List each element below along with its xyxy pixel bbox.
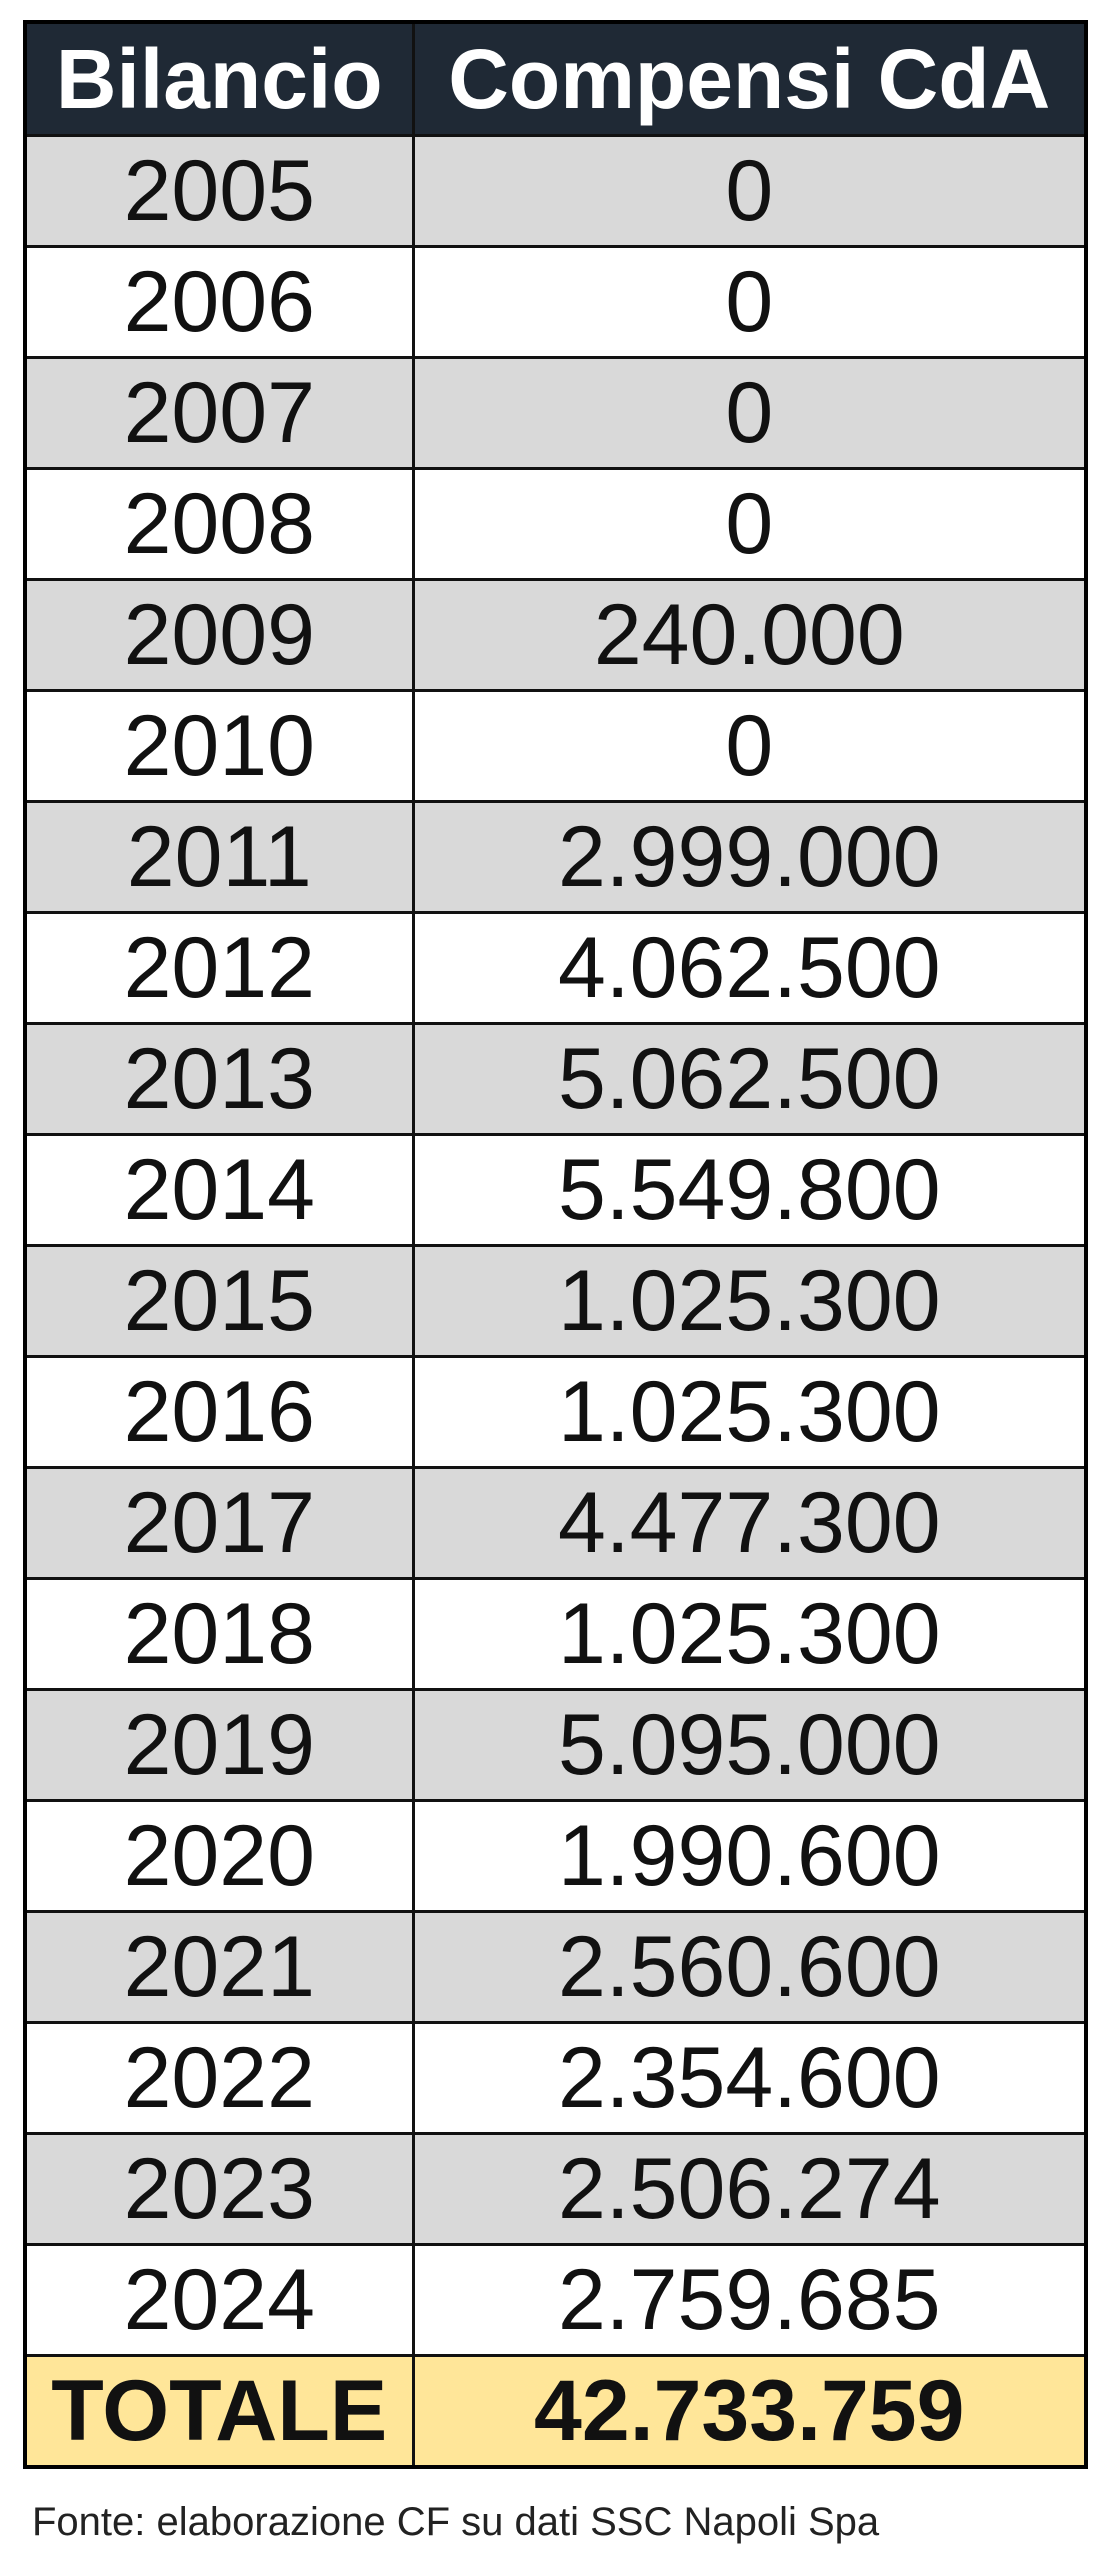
year-cell: 2022	[23, 2021, 415, 2135]
year-cell: 2019	[23, 1688, 415, 1802]
table-body: 2005 0 2006 0 2007 0 2008 0 2009 240.000 2010 0 2011…	[23, 134, 1088, 2357]
header-row: Bilancio Compensi CdA	[23, 20, 1088, 137]
year-cell: 2005	[23, 134, 415, 248]
table-row: 2024 2.759.685	[23, 2243, 1088, 2357]
table-row: 2016 1.025.300	[23, 1355, 1088, 1469]
total-label: TOTALE	[23, 2354, 415, 2469]
amount-cell: 0	[411, 134, 1088, 248]
amount-cell: 0	[411, 356, 1088, 470]
year-cell: 2009	[23, 578, 415, 692]
amount-cell: 2.759.685	[411, 2243, 1088, 2357]
year-cell: 2013	[23, 1022, 415, 1136]
table-row: 2005 0	[23, 134, 1088, 248]
year-cell: 2021	[23, 1910, 415, 2024]
table-row: 2020 1.990.600	[23, 1799, 1088, 1913]
table-row: 2006 0	[23, 245, 1088, 359]
source-note: Fonte: elaborazione CF su dati SSC Napol…	[32, 2500, 880, 2544]
amount-cell: 240.000	[411, 578, 1088, 692]
amount-cell: 0	[411, 689, 1088, 803]
amount-cell: 2.354.600	[411, 2021, 1088, 2135]
total-row: TOTALE 42.733.759	[23, 2354, 1088, 2469]
amount-cell: 1.025.300	[411, 1577, 1088, 1691]
amount-cell: 0	[411, 467, 1088, 581]
year-cell: 2007	[23, 356, 415, 470]
amount-cell: 1.025.300	[411, 1244, 1088, 1358]
amount-cell: 1.990.600	[411, 1799, 1088, 1913]
table-row: 2010 0	[23, 689, 1088, 803]
amount-cell: 0	[411, 245, 1088, 359]
amount-cell: 5.062.500	[411, 1022, 1088, 1136]
table-header: Bilancio Compensi CdA	[23, 20, 1088, 137]
table-row: 2019 5.095.000	[23, 1688, 1088, 1802]
amount-cell: 4.477.300	[411, 1466, 1088, 1580]
table-row: 2018 1.025.300	[23, 1577, 1088, 1691]
table-row: 2011 2.999.000	[23, 800, 1088, 914]
year-cell: 2023	[23, 2132, 415, 2246]
table-row: 2023 2.506.274	[23, 2132, 1088, 2246]
table-row: 2014 5.549.800	[23, 1133, 1088, 1247]
amount-cell: 5.549.800	[411, 1133, 1088, 1247]
table-row: 2017 4.477.300	[23, 1466, 1088, 1580]
header-cell: Compensi CdA	[411, 20, 1088, 137]
amount-cell: 4.062.500	[411, 911, 1088, 1025]
amount-cell: 2.999.000	[411, 800, 1088, 914]
table-row: 2007 0	[23, 356, 1088, 470]
table-row: 2021 2.560.600	[23, 1910, 1088, 2024]
year-cell: 2014	[23, 1133, 415, 1247]
header-cell: Bilancio	[23, 20, 415, 137]
table-row: 2022 2.354.600	[23, 2021, 1088, 2135]
year-cell: 2006	[23, 245, 415, 359]
year-cell: 2017	[23, 1466, 415, 1580]
year-cell: 2012	[23, 911, 415, 1025]
amount-cell: 2.560.600	[411, 1910, 1088, 2024]
amount-cell: 1.025.300	[411, 1355, 1088, 1469]
year-cell: 2010	[23, 689, 415, 803]
year-cell: 2011	[23, 800, 415, 914]
year-cell: 2020	[23, 1799, 415, 1913]
table-row: 2009 240.000	[23, 578, 1088, 692]
table-footer: TOTALE 42.733.759	[23, 2354, 1088, 2469]
table: Bilancio Compensi CdA 2005 0 2006 0 2007 0 200…	[23, 20, 1088, 2469]
amount-cell: 2.506.274	[411, 2132, 1088, 2246]
year-cell: 2024	[23, 2243, 415, 2357]
year-cell: 2018	[23, 1577, 415, 1691]
year-cell: 2008	[23, 467, 415, 581]
total-value: 42.733.759	[411, 2354, 1088, 2469]
year-cell: 2016	[23, 1355, 415, 1469]
table-row: 2013 5.062.500	[23, 1022, 1088, 1136]
table-row: 2008 0	[23, 467, 1088, 581]
table-row: 2015 1.025.300	[23, 1244, 1088, 1358]
year-cell: 2015	[23, 1244, 415, 1358]
amount-cell: 5.095.000	[411, 1688, 1088, 1802]
table-row: 2012 4.062.500	[23, 911, 1088, 1025]
